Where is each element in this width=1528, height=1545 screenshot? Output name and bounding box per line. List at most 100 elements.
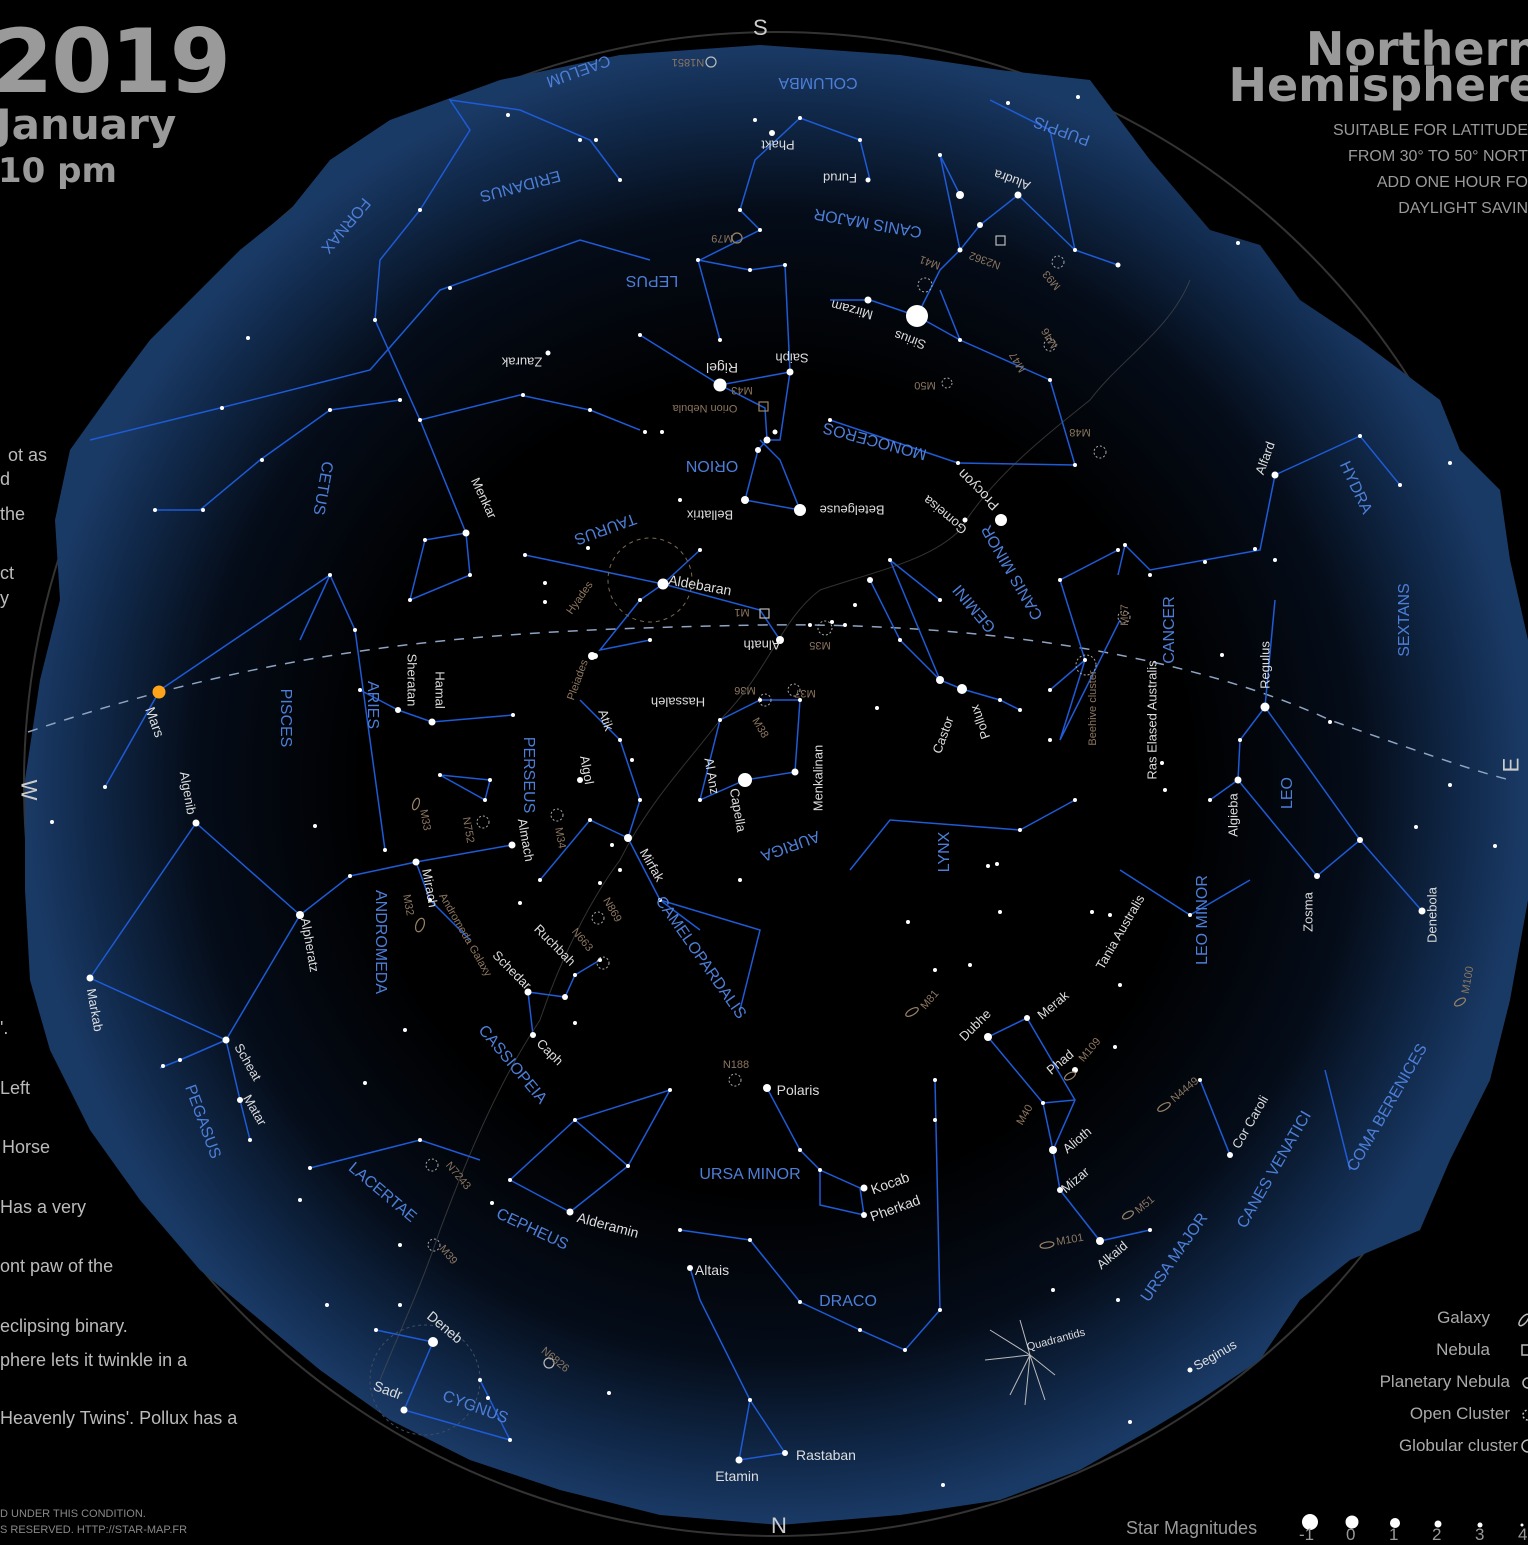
- deep-sky-symbols: [411, 56, 1467, 1369]
- star-castor: [936, 676, 944, 684]
- star-markab: [86, 974, 94, 982]
- left-text-line: Horse: [2, 1137, 51, 1157]
- magnitude-label: 1: [1389, 1525, 1399, 1544]
- star-pherkad: [861, 1212, 867, 1218]
- left-text-line: the: [0, 504, 26, 524]
- left-text-line: d: [0, 469, 11, 489]
- star-menkar: [462, 529, 470, 537]
- magnitude-label: -1: [1299, 1525, 1315, 1544]
- footer-line: D UNDER THIS CONDITION.: [0, 1508, 146, 1520]
- star-rigel: [713, 378, 727, 392]
- star-regulus: [1260, 702, 1270, 712]
- star-sadr: [400, 1406, 408, 1414]
- open-cluster-symbols: [425, 255, 1131, 1252]
- star-polaris: [763, 1084, 771, 1092]
- star-phakt: [769, 130, 775, 136]
- legend-globular-cluster-label: Globular cluster: [1398, 1436, 1518, 1455]
- star-zosma: [1314, 873, 1320, 879]
- star-algieba: [1234, 776, 1242, 784]
- star-sirius: [906, 305, 928, 327]
- star-aldebaran: [657, 578, 669, 590]
- star-ruchbah: [562, 994, 568, 1000]
- star-mirfak: [624, 834, 632, 842]
- star-procyon: [995, 514, 1007, 526]
- star-dots: [50, 95, 1497, 1487]
- left-text-line: '.: [0, 1018, 9, 1038]
- latitude-note: SUITABLE FOR LATITUDE: [1333, 122, 1528, 139]
- star-alioth: [1049, 1146, 1057, 1154]
- magnitude-label: 3: [1475, 1525, 1485, 1544]
- month-title: January: [0, 100, 177, 149]
- planet-mars-dot: [152, 685, 166, 699]
- hyades-circle: [607, 537, 693, 623]
- star-betelgeuse: [794, 504, 806, 516]
- star-scheat: [222, 1036, 230, 1044]
- left-text-line: ct: [0, 563, 15, 583]
- open-cluster-icon: [1522, 1409, 1528, 1421]
- time-title: 10 pm: [0, 151, 117, 191]
- footer-line: S RESERVED. HTTP://STAR-MAP.FR: [0, 1524, 188, 1536]
- planetary-nebula-icon: [1522, 1377, 1528, 1389]
- star-mirach: [412, 858, 420, 866]
- magnitude-label: 4: [1518, 1525, 1528, 1544]
- star-bellatrix: [741, 496, 749, 504]
- latitude-range-note: FROM 30° TO 50° NORT: [1348, 148, 1528, 165]
- star-almach: [508, 841, 516, 849]
- legend-planetary-nebula-label: Planetary Nebula: [1379, 1372, 1510, 1391]
- legend-nebula-label: Nebula: [1436, 1340, 1490, 1359]
- star-mizar: [1057, 1187, 1063, 1193]
- galaxy-icon: [1518, 1313, 1528, 1327]
- left-text-line: ot as: [8, 445, 48, 465]
- star-alpheratz: [296, 911, 304, 919]
- sky-disc: [25, 45, 1528, 1525]
- magnitude-label: 2: [1432, 1525, 1442, 1544]
- star-mirzam: [864, 296, 872, 304]
- star-kocab: [860, 1184, 868, 1192]
- star-schedar: [524, 988, 532, 996]
- star-matar: [237, 1097, 243, 1103]
- star-denebola: [1418, 907, 1426, 915]
- star-menkalinan: [791, 768, 799, 776]
- star-algenib: [192, 819, 200, 827]
- daylight-note: ADD ONE HOUR FO: [1376, 174, 1528, 191]
- star-aludra: [1014, 191, 1022, 199]
- star-merak: [1024, 1015, 1030, 1021]
- star-alkaid: [1096, 1237, 1104, 1245]
- star-magnitudes-title: Star Magnitudes: [1126, 1518, 1258, 1538]
- left-text-line: y: [0, 588, 9, 608]
- ecliptic-line: [27, 624, 1511, 781]
- star-alderamin: [566, 1208, 574, 1216]
- star-algol: [577, 777, 583, 783]
- left-text-line: Heavenly Twins'. Pollux has a: [0, 1408, 238, 1428]
- year-title: 2019: [0, 10, 231, 113]
- daylight-saving-note: DAYLIGHT SAVIN: [1398, 200, 1528, 217]
- star-furud: [865, 177, 871, 183]
- milky-way-outline: [379, 279, 1191, 1381]
- legend-galaxy-label: Galaxy: [1437, 1308, 1490, 1327]
- left-text-line: Has a very: [0, 1197, 87, 1217]
- magnitude-label: 0: [1346, 1525, 1356, 1544]
- star-zaurak: [545, 350, 551, 356]
- left-text-line: Left: [0, 1078, 31, 1098]
- star-rastaban: [782, 1450, 788, 1456]
- star-seginus: [1187, 1367, 1193, 1373]
- star-altais: [687, 1265, 693, 1271]
- star-sheratan: [395, 707, 401, 713]
- star-pollux: [957, 684, 967, 694]
- star-capella: [738, 773, 752, 787]
- hemisphere-title-line2: Hemisphere: [1228, 58, 1528, 112]
- globular-cluster-icon: [1521, 1439, 1528, 1453]
- hemisphere-title-line1: Northern: [1305, 22, 1528, 76]
- star-saiph: [786, 368, 794, 376]
- left-text-line: eclipsing binary.: [0, 1316, 128, 1336]
- legend-open-cluster-label: Open Cluster: [1409, 1404, 1510, 1423]
- left-text-line: phere lets it twinkle in a: [0, 1350, 188, 1370]
- nebula-icon: [1521, 1344, 1528, 1356]
- legend-icons: [1518, 1313, 1528, 1453]
- left-text-line: ont paw of the: [0, 1256, 114, 1276]
- horizon-circle: [23, 31, 1528, 1537]
- star-alfard: [1271, 471, 1279, 479]
- star-dubhe: [984, 1033, 992, 1041]
- star-caph: [530, 1032, 536, 1038]
